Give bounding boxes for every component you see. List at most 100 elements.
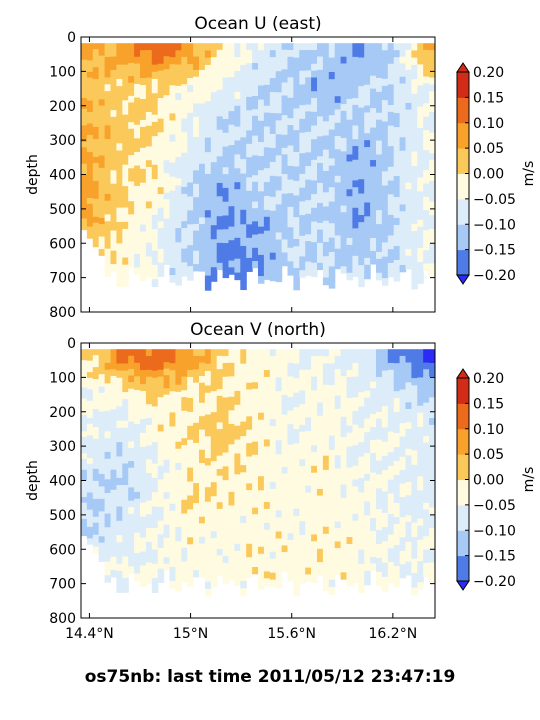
contour-cell xyxy=(328,377,336,386)
contour-cell xyxy=(334,63,342,71)
contour-cell xyxy=(222,91,230,99)
contour-cell xyxy=(346,251,353,260)
contour-cell xyxy=(322,462,330,471)
contour-cell xyxy=(222,514,230,523)
contour-cell xyxy=(334,228,342,237)
contour-cell xyxy=(293,508,300,517)
contour-cell xyxy=(140,474,147,483)
contour-cell xyxy=(140,377,147,385)
contour-cell xyxy=(134,247,141,255)
contour-cell xyxy=(287,492,294,500)
contour-cell xyxy=(145,167,153,175)
contour-cell xyxy=(417,426,424,435)
contour-cell xyxy=(305,159,312,167)
contour-cell xyxy=(216,415,224,423)
contour-cell xyxy=(145,249,153,258)
contour-cell xyxy=(334,195,342,203)
contour-cell xyxy=(181,207,188,215)
contour-cell xyxy=(128,467,135,475)
contour-cell xyxy=(110,56,117,64)
contour-cell xyxy=(334,215,342,223)
contour-cell xyxy=(305,234,312,242)
contour-cell xyxy=(128,421,135,429)
contour-cell xyxy=(240,57,247,66)
contour-cell xyxy=(287,424,294,432)
contour-cell xyxy=(364,63,371,72)
contour-cell xyxy=(163,225,171,233)
contour-cell xyxy=(216,136,224,144)
contour-cell xyxy=(393,565,401,574)
contour-cell xyxy=(405,408,412,417)
contour-cell xyxy=(405,255,412,263)
contour-cell xyxy=(193,43,200,51)
contour-cell xyxy=(134,369,141,377)
contour-cell xyxy=(104,187,112,195)
contour-cell xyxy=(240,159,247,167)
contour-cell xyxy=(228,219,235,228)
contour-cell xyxy=(263,453,271,461)
contour-cell xyxy=(234,154,241,162)
contour-cell xyxy=(104,269,112,277)
contour-cell xyxy=(263,237,271,246)
contour-cell xyxy=(175,562,182,571)
contour-cell xyxy=(122,584,129,593)
contour-cell xyxy=(387,465,395,474)
contour-cell xyxy=(311,249,318,257)
contour-cell xyxy=(252,115,259,123)
contour-cell xyxy=(358,427,365,436)
contour-cell xyxy=(293,137,300,146)
contour-cell xyxy=(381,491,389,500)
contour-cell xyxy=(293,414,300,423)
contour-cell xyxy=(423,516,430,524)
contour-cell xyxy=(210,433,218,441)
contour-cell xyxy=(346,481,353,489)
contour-cell xyxy=(199,264,206,272)
contour-cell xyxy=(157,390,165,398)
contour-cell xyxy=(116,200,123,209)
contour-cell xyxy=(110,237,117,245)
contour-cell xyxy=(311,84,318,92)
contour-cell xyxy=(116,392,123,400)
contour-cell xyxy=(423,210,430,218)
contour-cell xyxy=(92,43,100,50)
contour-cell xyxy=(216,143,224,151)
contour-cell xyxy=(134,77,141,85)
contour-cell xyxy=(104,356,112,364)
contour-cell xyxy=(269,516,277,525)
contour-cell xyxy=(293,231,300,240)
contour-cell xyxy=(151,43,159,51)
colorbar-tick-label: −0.10 xyxy=(473,217,516,233)
contour-cell xyxy=(387,452,395,460)
contour-cell xyxy=(417,490,424,499)
y-tick-label: 0 xyxy=(67,336,76,352)
contour-cell xyxy=(358,186,365,195)
contour-cell xyxy=(299,105,306,113)
contour-cell xyxy=(252,188,259,196)
contour-cell xyxy=(151,456,159,465)
contour-cell xyxy=(364,432,371,440)
contour-cell xyxy=(145,139,153,147)
contour-cell xyxy=(358,57,365,66)
contour-cell xyxy=(240,108,247,117)
contour-cell xyxy=(322,512,330,521)
contour-cell xyxy=(92,210,100,218)
contour-cell xyxy=(405,202,412,210)
colorbar-band xyxy=(457,72,469,98)
contour-cell xyxy=(104,214,112,222)
contour-cell xyxy=(311,152,318,161)
contour-cell xyxy=(234,265,241,274)
contour-cell xyxy=(340,376,348,384)
contour-cell xyxy=(116,279,123,287)
contour-cell xyxy=(334,362,342,370)
contour-cell xyxy=(134,172,141,180)
contour-cell xyxy=(216,495,224,503)
contour-cell xyxy=(423,562,430,571)
contour-cell xyxy=(181,125,188,133)
contour-cell xyxy=(163,544,171,552)
contour-cell xyxy=(263,84,271,93)
contour-cell xyxy=(340,144,348,152)
contour-cell xyxy=(193,116,200,125)
contour-cell xyxy=(204,479,212,488)
contour-cell xyxy=(258,163,265,171)
contour-cell xyxy=(204,217,212,226)
